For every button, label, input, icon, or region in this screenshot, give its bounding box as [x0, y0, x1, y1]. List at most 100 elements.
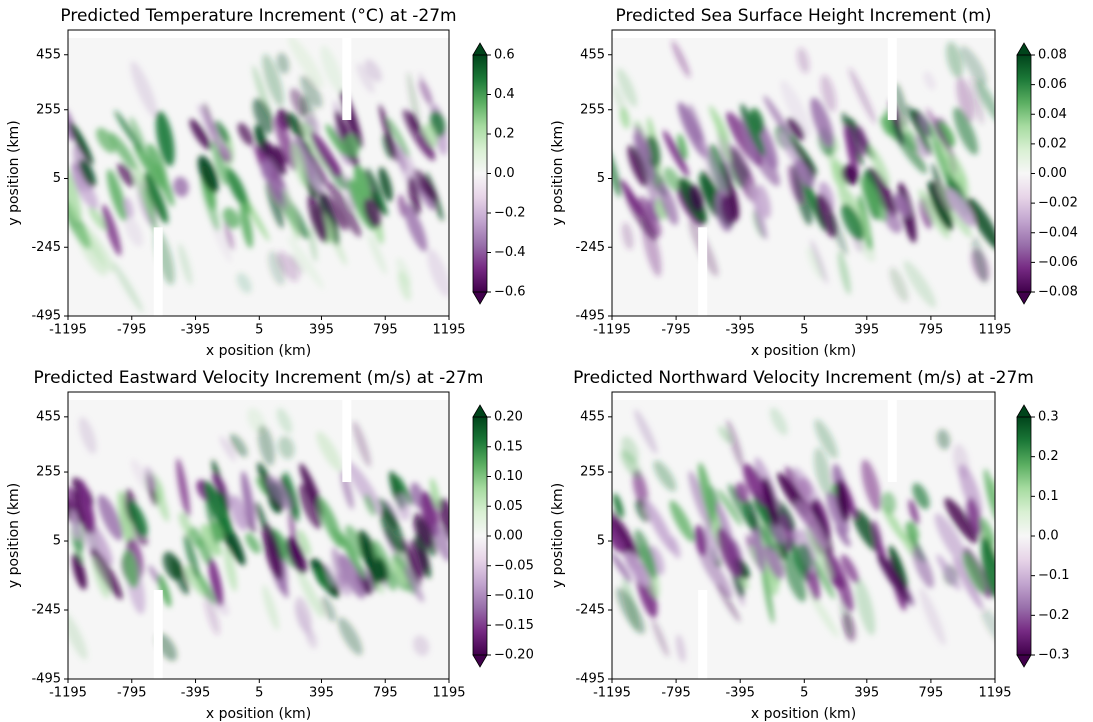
field-feature [438, 497, 449, 543]
field-feature [861, 459, 882, 512]
y-tick-label: 255 [36, 465, 61, 480]
y-tick-label: -245 [31, 603, 61, 618]
x-axis-label: x position (km) [751, 343, 856, 359]
field-feature [810, 97, 834, 148]
field-feature [923, 71, 936, 91]
y-tick-label: 5 [597, 171, 605, 186]
field-feature [245, 532, 261, 554]
field-feature [410, 539, 425, 579]
colorbar-tick-label: −0.10 [494, 588, 534, 603]
field-feature [211, 140, 228, 186]
field-feature [714, 115, 732, 164]
field-feature [339, 531, 366, 580]
colorbar-tick-label: 0.2 [1038, 449, 1059, 464]
field-feature [944, 497, 978, 544]
field-feature [612, 552, 632, 583]
colorbar-tick-label: 0.05 [494, 499, 523, 514]
field-feature [936, 429, 951, 450]
field-feature [418, 80, 433, 105]
x-tick-label: 1195 [432, 323, 465, 338]
colorbar-extend-bottom [472, 654, 488, 668]
field-feature [877, 553, 911, 603]
field-feature [364, 493, 376, 517]
colorbar-extend-bottom [1016, 654, 1032, 668]
mask [698, 590, 708, 679]
field-feature [318, 497, 343, 548]
field-feature [805, 526, 834, 580]
y-tick-label: 5 [597, 534, 605, 549]
field-feature [780, 80, 812, 137]
field-feature [697, 546, 733, 599]
field-feature [408, 176, 421, 216]
x-tick-label: 5 [800, 686, 808, 701]
y-tick-label: 255 [580, 465, 605, 480]
field-feature [286, 112, 305, 141]
x-tick-label: 5 [800, 323, 808, 338]
x-tick-label: 395 [854, 323, 879, 338]
field-feature [699, 139, 729, 197]
colorbar-tick-label: 0.00 [1038, 166, 1067, 181]
field-feature [316, 431, 343, 472]
x-tick-label: -795 [117, 323, 147, 338]
y-tick-label: 255 [580, 102, 605, 117]
colorbar-tick-label: −0.2 [1038, 608, 1070, 623]
field-feature [843, 126, 868, 156]
x-axis-label: x position (km) [206, 706, 311, 722]
field-feature [287, 235, 324, 290]
field-feature [936, 554, 961, 591]
field-feature [762, 477, 779, 528]
field-feature [928, 122, 949, 184]
field-feature [794, 159, 815, 188]
x-tick-label: -795 [117, 686, 147, 701]
colorbar-tick-label: 0.1 [1038, 489, 1059, 504]
field-feature [893, 193, 910, 218]
field-feature [613, 493, 624, 518]
field-feature [753, 497, 770, 525]
field-feature [759, 525, 776, 551]
y-tick-label: -495 [31, 309, 61, 324]
field-feature [391, 561, 409, 586]
y-axis-label: y position (km) [550, 483, 566, 588]
field-feature [967, 497, 982, 536]
colorbar-tick-label: −0.05 [494, 558, 534, 573]
field-feature [224, 221, 235, 251]
field-feature [307, 194, 328, 243]
field-feature [378, 166, 393, 202]
field-feature [648, 545, 665, 576]
colorbar-tick-label: −0.1 [1038, 568, 1070, 583]
field-feature [68, 163, 82, 223]
field-feature [881, 491, 897, 515]
field-feature [979, 517, 995, 545]
field-feature [257, 424, 275, 466]
field-feature [72, 553, 87, 590]
field-feature [133, 143, 167, 192]
y-tick-label: -495 [575, 672, 605, 687]
field-feature [176, 458, 190, 518]
field-feature [619, 107, 630, 129]
field-feature [912, 483, 930, 510]
field-feature [79, 159, 96, 188]
field-feature [727, 484, 756, 530]
field-feature [211, 473, 227, 494]
field-feature [320, 45, 343, 93]
colorbar-extend-bottom [1016, 291, 1032, 305]
field-feature [261, 160, 273, 181]
field-feature [627, 145, 648, 187]
field-feature [837, 250, 851, 295]
field-feature [364, 59, 382, 83]
chart-title: Predicted Eastward Velocity Increment (m… [34, 368, 484, 388]
field-feature [653, 460, 677, 492]
field-feature [860, 176, 887, 222]
field-feature [912, 546, 934, 589]
field-feature [208, 558, 224, 607]
field-feature [726, 419, 744, 469]
field-feature [178, 243, 193, 286]
field-feature [946, 41, 963, 79]
colorbar-tick-label: −0.4 [494, 245, 526, 260]
colorbar-tick-label: 0.0 [494, 166, 515, 181]
y-tick-label: -245 [31, 240, 61, 255]
field-feature [314, 567, 332, 590]
field-feature [634, 125, 652, 161]
field-feature [882, 505, 907, 543]
colorbar-extend-top [472, 42, 488, 56]
